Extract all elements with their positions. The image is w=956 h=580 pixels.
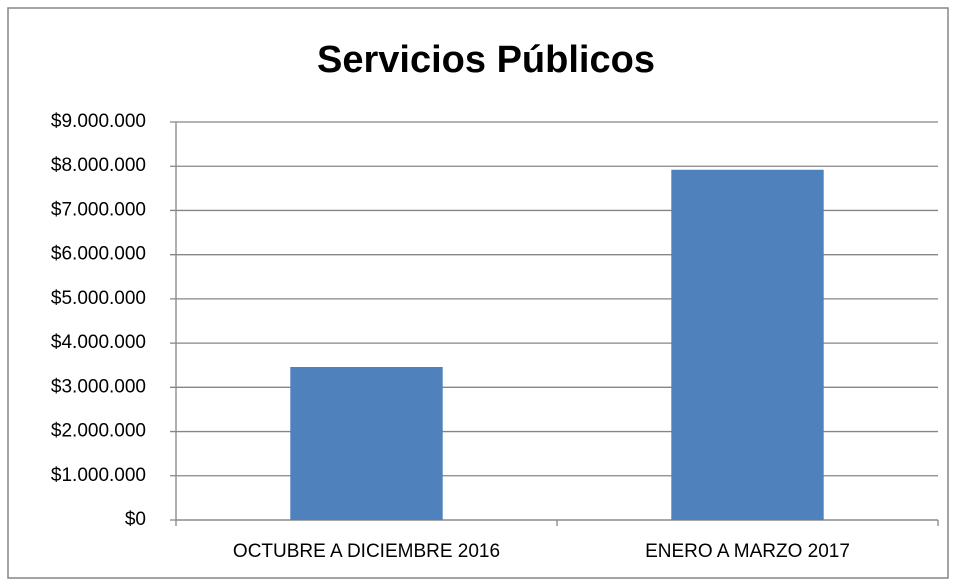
y-tick-label: $9.000.000 xyxy=(51,111,146,132)
y-tick-label: $3.000.000 xyxy=(51,376,146,397)
y-tick-label: $8.000.000 xyxy=(51,155,146,176)
chart-title: Servicios Públicos xyxy=(317,39,655,81)
bar xyxy=(290,366,443,520)
y-tick-label: $0 xyxy=(125,509,146,530)
y-tick-label: $5.000.000 xyxy=(51,288,146,309)
x-tick-label: OCTUBRE A DICIEMBRE 2016 xyxy=(233,541,500,562)
y-tick-label: $6.000.000 xyxy=(51,244,146,265)
y-tick-label: $2.000.000 xyxy=(51,421,146,442)
y-tick-label: $7.000.000 xyxy=(51,199,146,220)
y-tick-label: $4.000.000 xyxy=(51,332,146,353)
x-tick-label: ENERO A MARZO 2017 xyxy=(645,541,850,562)
bar xyxy=(671,169,824,520)
y-tick-label: $1.000.000 xyxy=(51,465,146,486)
